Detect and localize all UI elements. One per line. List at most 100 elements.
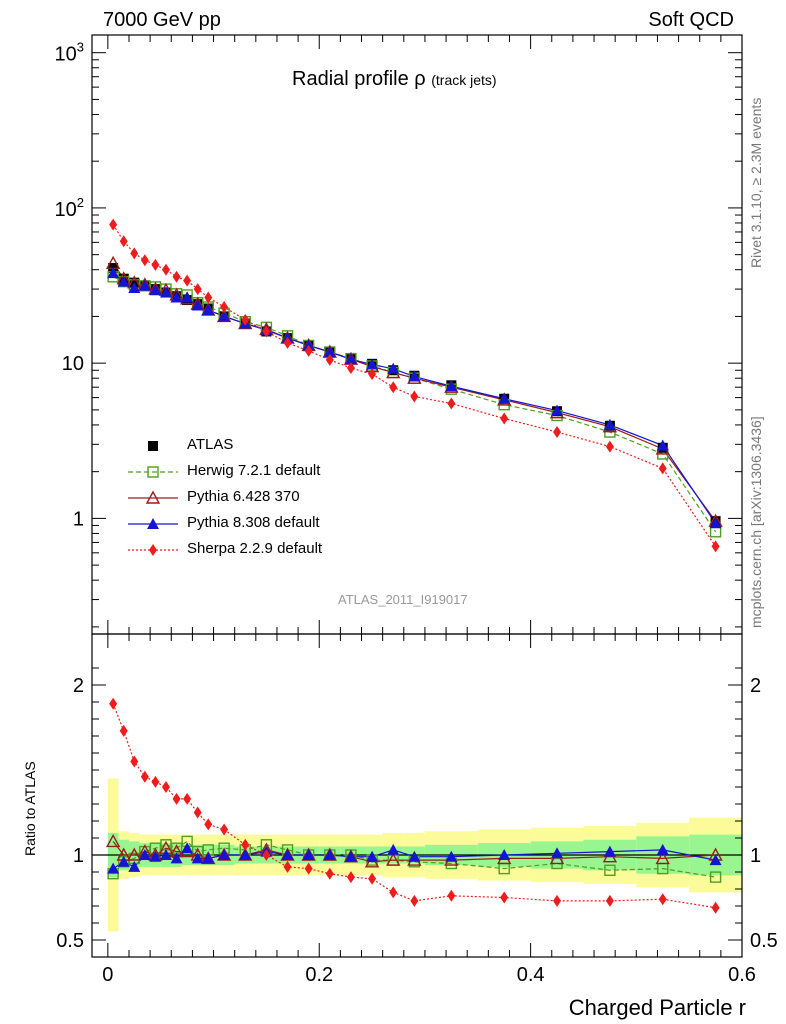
lower-y-tick-label-right: 1 (750, 845, 761, 867)
lower-series-markers (105, 697, 723, 914)
lower-y-tick-label: 2 (73, 675, 84, 697)
x-tick-label: 0 (102, 964, 113, 986)
ratio-point-pythia-8-308-default (344, 850, 357, 862)
data-point-sherpa-2-2-9-default (109, 218, 118, 231)
data-point-sherpa-2-2-9-default (346, 362, 355, 375)
data-point-pythia-8-308-default (344, 353, 357, 365)
ratio-point-sherpa-2-2-9-default (130, 755, 139, 768)
ratio-point-pythia-6-428-370 (386, 852, 401, 866)
data-point-sherpa-2-2-9-default (368, 368, 377, 381)
data-point-pythia-8-308-default (159, 286, 172, 298)
ratio-point-sherpa-2-2-9-default (151, 775, 160, 788)
data-point-sherpa-2-2-9-default (119, 235, 128, 248)
ratio-point-pythia-8-308-default (181, 842, 194, 854)
ratio-point-pythia-8-308-default (117, 855, 130, 867)
legend-marker-sherpa-2-2-9-default (149, 544, 157, 556)
ratio-point-pythia-8-308-default (603, 845, 616, 857)
ratio-point-pythia-8-308-default (656, 843, 669, 855)
ratio-point-sherpa-2-2-9-default (368, 872, 377, 885)
ratio-point-pythia-8-308-default (239, 849, 252, 860)
ratio-point-sherpa-2-2-9-default (204, 818, 213, 831)
data-point-sherpa-2-2-9-default (711, 540, 720, 553)
ratio-point-sherpa-2-2-9-default (500, 891, 509, 904)
data-point-pythia-8-308-default (170, 291, 183, 303)
data-point-sherpa-2-2-9-default (204, 291, 213, 304)
series-line-herwig-7-2-1-default (112, 276, 717, 533)
data-point-pythia-8-308-default (445, 380, 458, 392)
ratio-point-sherpa-2-2-9-default (241, 838, 250, 851)
ratio-point-sherpa-2-2-9-default (711, 901, 720, 914)
ratio-point-sherpa-2-2-9-default (304, 862, 313, 875)
ratio-point-sherpa-2-2-9-default (220, 823, 229, 836)
legend-marker-atlas (148, 441, 158, 451)
ratio-point-pythia-8-308-default (387, 843, 400, 855)
upper-y-tick-label: 102 (55, 195, 84, 221)
data-point-pythia-8-308-default (128, 281, 141, 293)
energy-label: 7000 GeV pp (103, 9, 221, 31)
data-point-pythia-8-308-default (323, 345, 336, 357)
chart-title-sub: (track jets) (431, 72, 497, 88)
ratio-point-pythia-8-308-default (498, 849, 511, 860)
ratio-point-pythia-8-308-default (159, 849, 172, 860)
ratio-point-pythia-8-308-default (202, 852, 215, 864)
mcplots-reference-label: mcplots.cern.ch [arXiv:1306.3436] (748, 416, 764, 628)
chart-title: Radial profile ρ (track jets) (292, 68, 497, 91)
data-point-pythia-8-308-default (366, 358, 379, 370)
plot-frames (91, 34, 743, 958)
legend-entry-pythia-6-428-370: Pythia 6.428 370 (187, 488, 300, 505)
data-point-pythia-8-308-default (603, 418, 616, 430)
rivet-version-label: Rivet 3.1.10, ≥ 2.3M events (748, 97, 764, 268)
legend-entry-sherpa-2-2-9-default: Sherpa 2.2.9 default (187, 540, 323, 557)
legend-entry-atlas: ATLAS (187, 436, 234, 453)
data-point-sherpa-2-2-9-default (183, 274, 192, 287)
ratio-point-sherpa-2-2-9-default (161, 781, 170, 793)
analysis-id: ATLAS_2011_I919017 (338, 592, 468, 607)
ratio-point-sherpa-2-2-9-default (389, 886, 398, 899)
data-point-pythia-8-308-default (408, 370, 421, 382)
upper-series-markers (105, 218, 723, 553)
ratio-point-sherpa-2-2-9-default (410, 894, 419, 907)
ratio-point-pythia-8-308-default (218, 849, 231, 860)
data-point-sherpa-2-2-9-default (410, 390, 419, 403)
lower-y-tick-label: 1 (73, 845, 84, 867)
data-point-sherpa-2-2-9-default (161, 263, 170, 276)
lower-y-tick-label-right: 2 (750, 675, 761, 697)
chart-title-main: Radial profile ρ (292, 68, 426, 90)
ratio-point-pythia-8-308-default (445, 850, 458, 862)
x-axis-label: Charged Particle r (568, 995, 746, 1020)
x-tick-label: 0.4 (517, 964, 545, 986)
data-point-pythia-8-308-default (181, 291, 194, 303)
data-point-sherpa-2-2-9-default (304, 344, 313, 357)
ratio-point-pythia-6-428-370 (655, 850, 670, 865)
process-label: Soft QCD (648, 9, 734, 31)
ratio-point-pythia-6-428-370 (127, 847, 142, 861)
upper-y-tick-label: 103 (55, 40, 84, 66)
data-point-pythia-8-308-default (107, 267, 120, 279)
ratio-point-sherpa-2-2-9-default (325, 867, 334, 880)
data-point-pythia-8-308-default (387, 362, 400, 374)
ratio-point-sherpa-2-2-9-default (283, 860, 292, 873)
ratio-point-sherpa-2-2-9-default (140, 770, 149, 783)
ratio-point-pythia-8-308-default (138, 849, 151, 860)
data-point-sherpa-2-2-9-default (325, 353, 334, 366)
ratio-point-sherpa-2-2-9-default (193, 806, 202, 819)
data-point-sherpa-2-2-9-default (389, 381, 398, 394)
legend-entry-herwig-7-2-1-default: Herwig 7.2.1 default (187, 462, 321, 479)
data-point-sherpa-2-2-9-default (283, 336, 292, 349)
data-point-sherpa-2-2-9-default (500, 412, 509, 425)
ratio-point-pythia-8-308-default (281, 849, 294, 860)
legend-marker-pythia-8-308-default (147, 518, 159, 529)
data-point-pythia-8-308-default (149, 284, 162, 296)
data-point-sherpa-2-2-9-default (130, 247, 139, 260)
ratio-point-pythia-8-308-default (323, 849, 336, 860)
ratio-point-sherpa-2-2-9-default (553, 894, 562, 907)
ratio-point-pythia-8-308-default (107, 862, 120, 874)
data-point-sherpa-2-2-9-default (447, 397, 456, 410)
ratio-point-pythia-8-308-default (191, 852, 204, 864)
ratio-point-sherpa-2-2-9-default (262, 849, 271, 861)
data-point-sherpa-2-2-9-default (553, 426, 562, 439)
legend-markers (128, 441, 178, 556)
ratio-point-sherpa-2-2-9-default (346, 871, 355, 884)
data-point-pythia-8-308-default (709, 517, 722, 529)
